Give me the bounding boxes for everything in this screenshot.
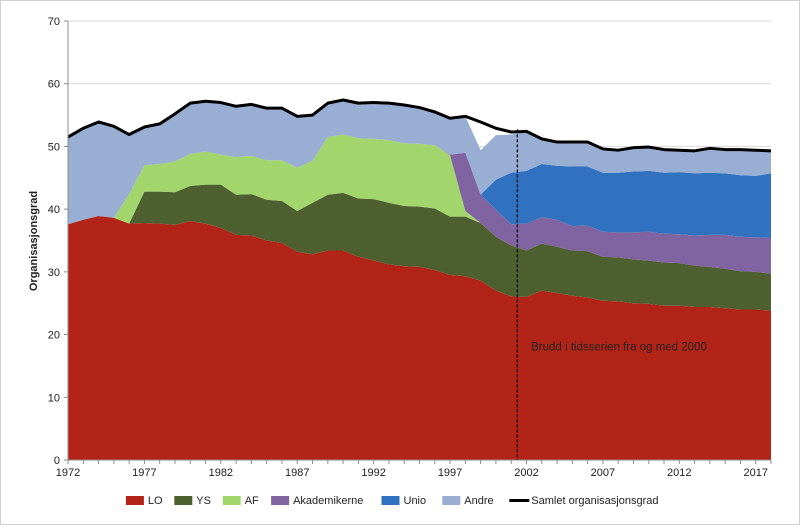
legend-label-af: AF: [245, 495, 259, 507]
x-tick-label: 2002: [514, 467, 538, 479]
y-tick-labels: 0 10 20 30 40 50 60 70: [48, 16, 60, 467]
legend: LO YS AF Akademikerne Unio Andre Samlet organi…: [125, 495, 658, 507]
area-af: [68, 134, 771, 274]
y-tick-label: 20: [48, 330, 60, 342]
x-tick-labels: 1972 1977 1982 1987 1992 1997 2002 2007 2012 2017: [56, 467, 768, 479]
y-tick-label: 70: [48, 16, 60, 28]
total-line: [67, 98, 772, 153]
legend-swatch-af: [222, 496, 241, 505]
total-organisation-rate-line: [67, 98, 772, 153]
legend-label-akademikerne: Akademikerne: [293, 495, 363, 507]
legend-label-samlet-organisasjonsgrad: Samlet organisasjonsgrad: [531, 495, 658, 507]
area-ys: [68, 184, 771, 311]
area-series: [68, 100, 771, 460]
x-tick-label: 2012: [667, 467, 691, 479]
y-tick-label: 0: [54, 455, 60, 467]
legend-label-andre: Andre: [464, 495, 493, 507]
y-tick-label: 60: [48, 79, 60, 91]
y-tick-label: 10: [48, 392, 60, 404]
area-unio: [68, 134, 771, 238]
x-tick-label: 1997: [438, 467, 462, 479]
x-tick-label: 1972: [56, 467, 80, 479]
legend-swatch-unio: [381, 496, 400, 505]
x-tick-label: 1992: [361, 467, 385, 479]
x-tick-label: 2007: [591, 467, 615, 479]
x-tick-label: 1977: [132, 467, 156, 479]
x-tick-label: 2017: [743, 467, 767, 479]
legend-swatch-andre: [442, 496, 461, 505]
break-annotation: Brudd i tidsserien fra og med 2000: [531, 341, 707, 353]
area-lo: [68, 216, 771, 460]
axes: [64, 20, 772, 464]
legend-label-lo: LO: [148, 495, 163, 507]
x-tick-label: 1982: [209, 467, 233, 479]
y-axis-title: Organisasjonsgrad: [28, 191, 40, 291]
area-akademikerne: [68, 134, 771, 274]
x-tick-label: 1987: [285, 467, 309, 479]
legend-label-unio: Unio: [404, 495, 427, 507]
legend-swatch-ys: [174, 496, 193, 505]
area-andre: [68, 100, 771, 225]
y-tick-label: 30: [48, 267, 60, 279]
y-tick-label: 40: [48, 204, 60, 216]
legend-swatch-lo: [125, 496, 144, 505]
y-tick-label: 50: [48, 141, 60, 153]
legend-label-ys: YS: [196, 495, 211, 507]
legend-swatch-akademikerne: [271, 496, 290, 505]
